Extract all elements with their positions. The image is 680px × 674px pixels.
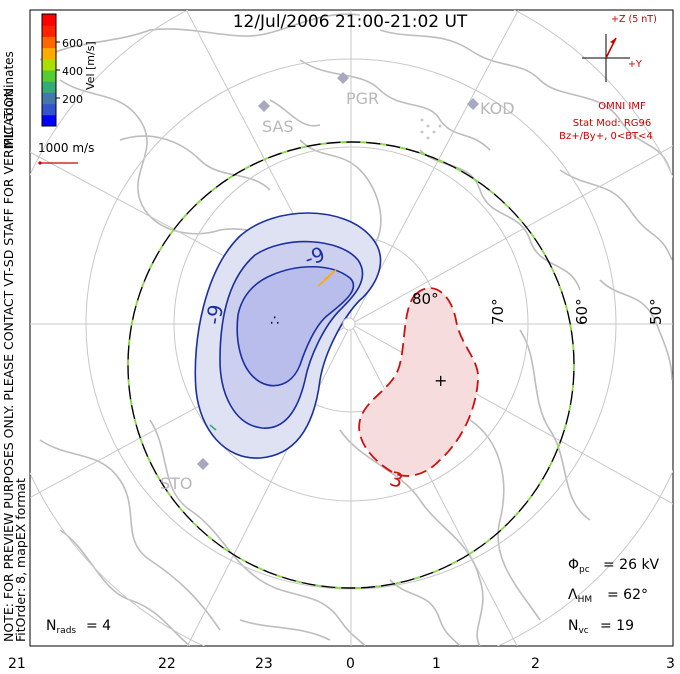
latitude-label-60: 60° xyxy=(573,298,591,325)
map-title: 12/Jul/2006 21:00-21:02 UT xyxy=(233,12,468,32)
colorbar-band xyxy=(42,47,56,60)
station-label-pgr: PGR xyxy=(346,89,379,108)
imf-source: OMNI IMF xyxy=(598,101,646,112)
contour-label-negative: -9 xyxy=(201,303,228,327)
mlt-label-2: 2 xyxy=(531,656,540,672)
lambda-hm-value: = 62° xyxy=(607,587,648,603)
negative-cell-inner xyxy=(236,265,355,387)
n-rads-value: = 4 xyxy=(86,618,111,634)
imf-dial xyxy=(582,34,630,82)
coordinates-label: MLT coordinates xyxy=(2,51,16,148)
imf-z-label: +Z (5 nT) xyxy=(611,14,657,25)
maximum-marker: + xyxy=(434,371,447,390)
mlt-label-21: 21 xyxy=(8,656,26,672)
radar-stations xyxy=(197,72,479,470)
latitude-label-80: 80° xyxy=(412,290,439,308)
mlt-label-1: 1 xyxy=(432,656,441,672)
vector-scale-dot xyxy=(38,161,42,165)
colorbar-band xyxy=(42,92,56,105)
phi-pc-value: = 26 kV xyxy=(603,557,660,573)
colorbar-band xyxy=(42,58,56,71)
station-marker-pgr xyxy=(337,72,349,84)
pole-marker xyxy=(342,317,356,331)
minimum-marker: ∴ xyxy=(270,313,279,329)
latitude-label-50: 50° xyxy=(647,298,665,325)
colorbar-band xyxy=(42,25,56,37)
velocity-vectors xyxy=(209,269,337,431)
station-label-sto: STO xyxy=(160,474,193,493)
colorbar-tick-400: 400 xyxy=(62,65,83,78)
colorbar-band xyxy=(42,114,56,127)
colorbar-band xyxy=(42,103,56,116)
mlt-label-23: 23 xyxy=(255,656,273,672)
mlt-label-3: 3 xyxy=(666,656,675,672)
colorbar-tick-200: 200 xyxy=(62,93,83,106)
imf-condition: Bz+/By+, 0<BT<4 xyxy=(559,131,653,142)
station-label-kod: KOD xyxy=(480,99,515,118)
colorbar-band xyxy=(42,14,56,26)
imf-y-label: +Y xyxy=(628,59,642,70)
station-label-sas: SAS xyxy=(262,117,294,136)
colorbar-label: Vel [m/s] xyxy=(84,41,97,90)
station-marker-kod xyxy=(467,98,479,110)
preview-watermark: NOTE: FOR PREVIEW PURPOSES ONLY. PLEASE … xyxy=(1,84,16,642)
hm-boundary-dash xyxy=(127,141,575,589)
fit-info: FitOrder: 8, mapEX format xyxy=(13,478,28,642)
imf-stat-mod: Stat Mod: RG96 xyxy=(573,118,652,129)
vector-scale-label: 1000 m/s xyxy=(38,141,94,155)
colorbar-band xyxy=(42,81,56,93)
small-dots xyxy=(420,118,442,140)
mlt-axis: 21 22 23 0 1 2 3 xyxy=(8,656,675,672)
colorbar-band xyxy=(42,36,56,49)
mlt-label-22: 22 xyxy=(158,656,176,672)
station-marker-sas xyxy=(258,100,270,112)
colorbar-tick-600: 600 xyxy=(62,37,83,50)
positive-cell xyxy=(358,287,479,477)
station-marker-sto xyxy=(197,458,209,470)
contour-label-positive: 3 xyxy=(387,466,406,492)
n-vc-value: = 19 xyxy=(600,618,634,634)
colorbar-band xyxy=(42,70,56,82)
imf-vector-arrowhead xyxy=(610,38,616,44)
coastlines xyxy=(39,13,673,646)
mlt-label-0: 0 xyxy=(346,656,355,672)
latitude-label-70: 70° xyxy=(489,298,507,325)
velocity-colorbar xyxy=(42,14,56,127)
